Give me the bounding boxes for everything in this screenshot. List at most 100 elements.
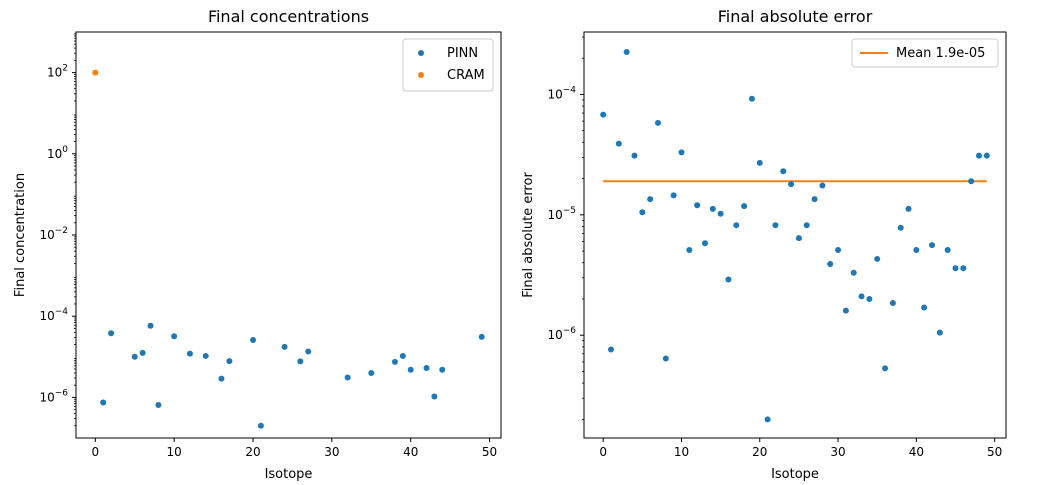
data-point — [772, 222, 779, 229]
data-point — [717, 210, 724, 217]
data-point — [399, 352, 406, 359]
data-point — [858, 293, 865, 300]
data-point — [423, 364, 430, 371]
data-point — [647, 196, 654, 203]
data-point — [929, 242, 936, 249]
data-point — [827, 261, 834, 268]
data-point — [171, 333, 178, 340]
axes-frame — [75, 31, 502, 439]
data-point — [257, 422, 264, 429]
data-point — [701, 240, 708, 247]
data-point — [968, 178, 975, 185]
legend-marker-swatch — [418, 50, 424, 56]
chart-title: Final concentrations — [208, 7, 369, 26]
y-axis-label: Final absolute error — [521, 172, 536, 298]
y-axis-label: Final concentration — [13, 173, 28, 297]
x-tick-label: 10 — [674, 445, 689, 459]
x-tick-label: 40 — [909, 445, 924, 459]
data-point — [608, 346, 615, 353]
data-point — [686, 247, 693, 254]
data-point — [631, 152, 638, 159]
axes-frame — [583, 31, 1007, 439]
data-point — [662, 355, 669, 362]
data-point — [139, 349, 146, 356]
legend-marker-swatch — [418, 72, 424, 78]
data-point — [639, 209, 646, 216]
x-tick-label: 30 — [830, 445, 845, 459]
legend: Mean 1.9e-05 — [851, 38, 999, 68]
legend-label: PINN — [447, 46, 478, 61]
legend: PINN CRAM — [402, 38, 494, 92]
data-point — [694, 202, 701, 209]
data-point — [407, 366, 414, 373]
x-tick-label: 40 — [403, 445, 418, 459]
data-point — [344, 374, 351, 381]
data-point — [600, 111, 607, 118]
legend-label: Mean 1.9e-05 — [896, 46, 985, 61]
data-point — [226, 358, 233, 365]
data-point — [250, 336, 257, 343]
data-point — [439, 366, 446, 373]
data-point — [147, 322, 154, 329]
x-axis-label: Isotope — [771, 467, 819, 482]
x-tick-label: 0 — [599, 445, 607, 459]
y-tick-label: 10−5 — [547, 206, 576, 222]
data-point — [819, 182, 826, 189]
data-point — [391, 358, 398, 365]
data-point — [960, 265, 967, 272]
data-point — [874, 255, 881, 262]
x-tick-label: 50 — [482, 445, 497, 459]
data-point — [654, 119, 661, 126]
data-point — [936, 329, 943, 336]
data-point — [202, 352, 209, 359]
x-tick-label: 0 — [91, 445, 99, 459]
x-tick-label: 30 — [324, 445, 339, 459]
data-point — [108, 330, 115, 337]
legend-box — [851, 38, 999, 68]
chart-panel-1: Final concentrations 0 10 20 30 40 50 10−6 10−4 1… — [13, 7, 502, 482]
y-tick-label: 100 — [47, 145, 68, 161]
data-point — [281, 343, 288, 350]
data-point — [92, 69, 99, 76]
data-point — [764, 416, 771, 423]
data-point — [795, 235, 802, 242]
y-tick-label: 10−2 — [39, 226, 68, 242]
data-point — [889, 300, 896, 307]
chart-panel-2: Final absolute error 0 10 20 30 40 50 10−6 10−5 1… — [521, 7, 1007, 482]
y-tick-label: 102 — [47, 64, 68, 80]
data-point — [218, 375, 225, 382]
data-point — [131, 353, 138, 360]
data-point — [921, 304, 928, 311]
data-point — [882, 365, 889, 372]
data-point — [780, 168, 787, 175]
data-point — [431, 393, 438, 400]
data-point — [155, 401, 162, 408]
data-point — [725, 276, 732, 283]
data-point — [297, 358, 304, 365]
data-point — [788, 181, 795, 188]
data-point — [741, 203, 748, 210]
legend-label: CRAM — [447, 68, 485, 83]
data-point — [733, 222, 740, 229]
data-point — [305, 348, 312, 355]
x-tick-label: 20 — [245, 445, 260, 459]
x-axis-label: Isotope — [265, 467, 313, 482]
x-tick-label: 10 — [167, 445, 182, 459]
y-tick-label: 10−6 — [547, 326, 576, 342]
y-tick-label: 10−6 — [39, 388, 68, 404]
data-point — [623, 49, 630, 56]
legend-box — [402, 38, 494, 92]
data-point — [944, 247, 951, 254]
y-tick-label: 10−4 — [547, 85, 576, 101]
data-point — [678, 149, 685, 156]
data-point — [748, 95, 755, 102]
data-point — [803, 222, 810, 229]
data-point — [186, 350, 193, 357]
data-point — [615, 140, 622, 147]
data-point — [100, 399, 107, 406]
data-point — [983, 152, 990, 159]
data-point — [478, 333, 485, 340]
data-point — [952, 265, 959, 272]
data-point — [913, 247, 920, 254]
